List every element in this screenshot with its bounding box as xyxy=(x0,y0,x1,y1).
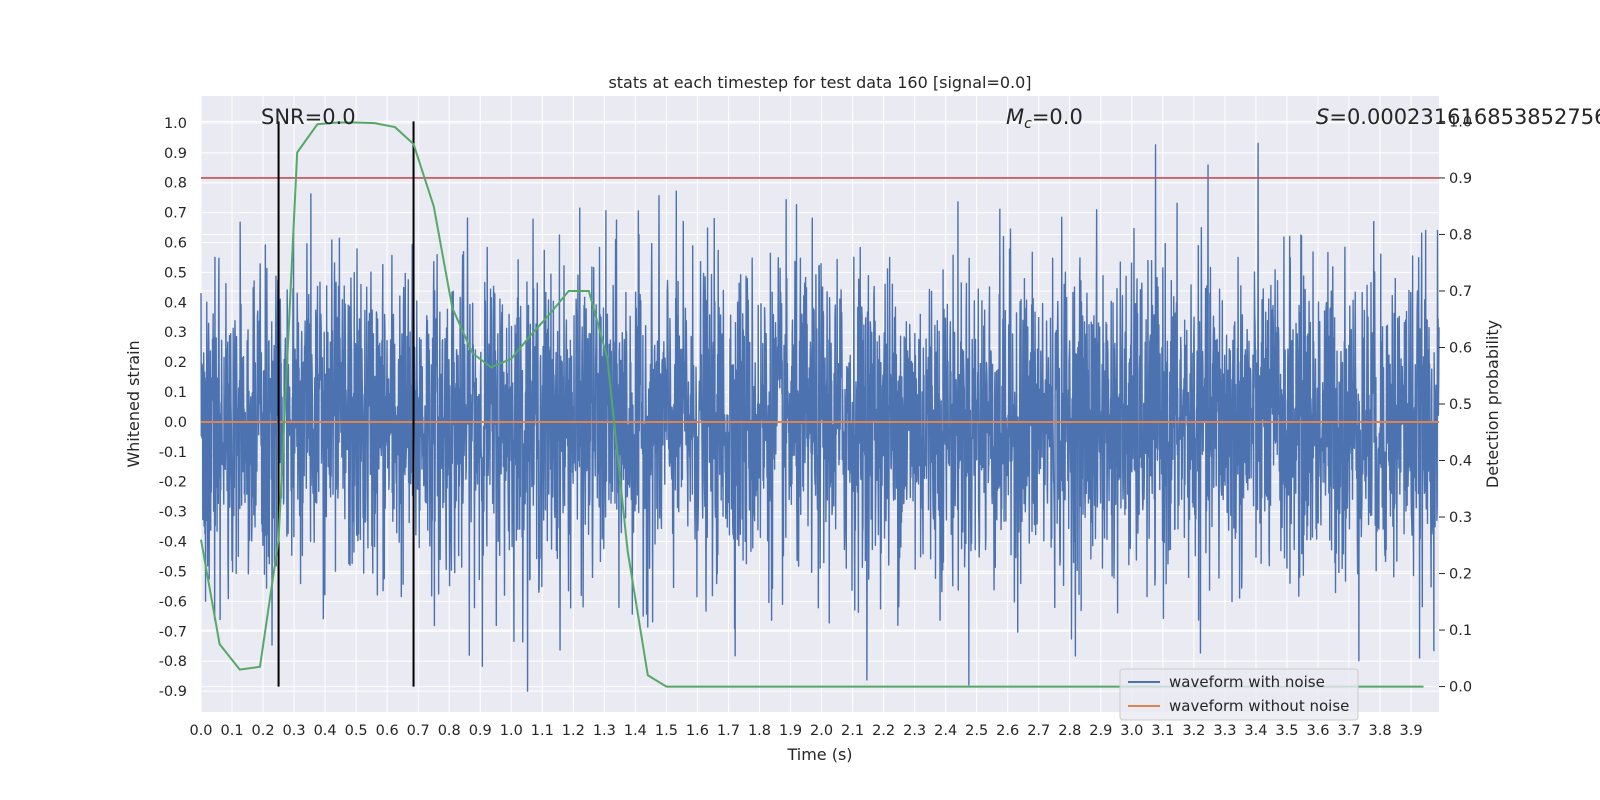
y2-tick-label: 0.4 xyxy=(1449,454,1472,470)
mc-annotation: Mc=0.0 xyxy=(1006,105,1083,132)
x-tick-label: 0.8 xyxy=(438,723,461,739)
y-tick-label: 0.6 xyxy=(164,236,187,252)
x-tick-label: 0.5 xyxy=(345,723,368,739)
x-tick-label: 3.8 xyxy=(1369,723,1392,739)
x-tick-label: 1.8 xyxy=(748,723,771,739)
x-tick-label: 3.6 xyxy=(1306,723,1329,739)
y2-tick-label: 0.2 xyxy=(1449,567,1472,583)
y2-tick-label: 0.0 xyxy=(1449,680,1472,696)
snr-annotation: SNR=0.0 xyxy=(261,105,356,129)
mc-symbol: M xyxy=(1006,105,1024,129)
x-tick-label: 3.7 xyxy=(1337,723,1360,739)
x-tick-label: 0.7 xyxy=(407,723,430,739)
x-tick-label: 2.0 xyxy=(810,723,833,739)
x-tick-label: 1.3 xyxy=(593,723,616,739)
y-tick-label: -0.8 xyxy=(159,654,187,670)
x-axis-label: Time (s) xyxy=(786,745,852,764)
y2-axis-label: Detection probability xyxy=(1483,320,1502,488)
legend-label-noise: waveform with noise xyxy=(1169,673,1325,691)
x-tick-label: 0.9 xyxy=(469,723,492,739)
legend: waveform with noise waveform without noi… xyxy=(1119,668,1359,721)
x-tick-label: 2.9 xyxy=(1089,723,1112,739)
y-tick-label: 0.0 xyxy=(164,415,187,431)
mc-subscript: c xyxy=(1024,116,1032,132)
x-tick-label: 3.2 xyxy=(1182,723,1205,739)
x-tick-label: 0.4 xyxy=(314,723,337,739)
detection-probability-line xyxy=(200,121,1424,688)
y-tick-label: 0.4 xyxy=(164,295,187,311)
legend-box xyxy=(1119,668,1359,721)
x-tick-labels: 0.0 0.1 0.2 0.3 0.4 0.5 0.6 0.7 0.8 0.9 1.0 1.1 1.2 1… xyxy=(189,723,1422,739)
y-tick-label: -0.5 xyxy=(159,564,187,580)
y2-tick-label: 0.6 xyxy=(1449,340,1472,356)
x-tick-label: 2.6 xyxy=(996,723,1019,739)
y2-tick-labels: 1.0 0.9 0.8 0.7 0.6 0.5 0.4 0.3 0.2 0.1 0.0 xyxy=(1439,114,1472,696)
y-tick-label: 1.0 xyxy=(164,116,187,132)
y-tick-label: -0.9 xyxy=(159,684,187,700)
y-tick-label: 0.1 xyxy=(164,385,187,401)
y2-tick-label: 1.0 xyxy=(1449,114,1472,130)
x-tick-label: 3.1 xyxy=(1151,723,1174,739)
y-tick-label: -0.2 xyxy=(159,475,187,491)
x-tick-label: 0.0 xyxy=(189,723,212,739)
s-symbol: S xyxy=(1316,105,1329,129)
x-tick-label: 0.3 xyxy=(283,723,306,739)
x-tick-label: 1.9 xyxy=(779,723,802,739)
x-tick-label: 2.1 xyxy=(841,723,864,739)
waveform-with-noise-series xyxy=(200,142,1440,692)
y2-tick-label: 0.3 xyxy=(1449,510,1472,526)
y-tick-label: 0.7 xyxy=(164,206,187,222)
mc-value: =0.0 xyxy=(1032,105,1083,129)
y-tick-label: 0.3 xyxy=(164,325,187,341)
x-tick-label: 1.2 xyxy=(562,723,585,739)
y-tick-label: -0.3 xyxy=(159,505,187,521)
x-tick-label: 1.0 xyxy=(500,723,523,739)
x-tick-label: 3.3 xyxy=(1213,723,1236,739)
y-tick-label: -0.4 xyxy=(159,535,187,551)
x-tick-label: 3.5 xyxy=(1275,723,1298,739)
x-tick-label: 3.0 xyxy=(1120,723,1143,739)
vertical-markers xyxy=(277,121,415,687)
s-value: =0.0002316168538527564 xyxy=(1329,105,1600,129)
y-tick-labels: 1.0 0.9 0.8 0.7 0.6 0.5 0.4 0.3 0.2 0.1 0.0 -0.1 -0.… xyxy=(159,116,187,700)
x-tick-label: 3.4 xyxy=(1244,723,1267,739)
y-tick-label: 0.5 xyxy=(164,265,187,281)
y-tick-label: 0.2 xyxy=(164,355,187,371)
y-tick-label: -0.1 xyxy=(159,445,187,461)
x-tick-label: 1.5 xyxy=(655,723,678,739)
y-tick-label: -0.6 xyxy=(159,594,187,610)
x-tick-label: 2.3 xyxy=(903,723,926,739)
x-tick-label: 1.4 xyxy=(624,723,647,739)
y2-tick-label: 0.1 xyxy=(1449,623,1472,639)
x-tick-label: 0.6 xyxy=(376,723,399,739)
x-tick-label: 0.1 xyxy=(220,723,243,739)
x-tick-label: 2.8 xyxy=(1058,723,1081,739)
x-tick-label: 1.7 xyxy=(717,723,740,739)
y-tick-label: -0.7 xyxy=(159,624,187,640)
waveform-with-noise-line xyxy=(200,142,1440,692)
x-tick-label: 2.7 xyxy=(1027,723,1050,739)
y-tick-label: 0.8 xyxy=(164,176,187,192)
y2-tick-label: 0.7 xyxy=(1449,284,1472,300)
x-tick-label: 1.1 xyxy=(531,723,554,739)
y2-tick-label: 0.5 xyxy=(1449,397,1472,413)
chart-title: stats at each timestep for test data 160… xyxy=(608,73,1031,92)
x-tick-label: 2.5 xyxy=(965,723,988,739)
y2-tick-label: 0.8 xyxy=(1449,227,1472,243)
x-tick-label: 2.4 xyxy=(934,723,957,739)
x-tick-label: 2.2 xyxy=(872,723,895,739)
x-tick-label: 1.6 xyxy=(686,723,709,739)
legend-label-clean: waveform without noise xyxy=(1169,697,1349,715)
y2-tick-label: 0.9 xyxy=(1449,171,1472,187)
detection-probability-series xyxy=(200,121,1424,688)
x-tick-label: 3.9 xyxy=(1400,723,1423,739)
x-tick-label: 0.2 xyxy=(252,723,275,739)
y-tick-label: 0.9 xyxy=(164,146,187,162)
y-axis-label: Whitened strain xyxy=(124,340,143,467)
s-annotation: S=0.0002316168538527564 xyxy=(1316,105,1600,129)
